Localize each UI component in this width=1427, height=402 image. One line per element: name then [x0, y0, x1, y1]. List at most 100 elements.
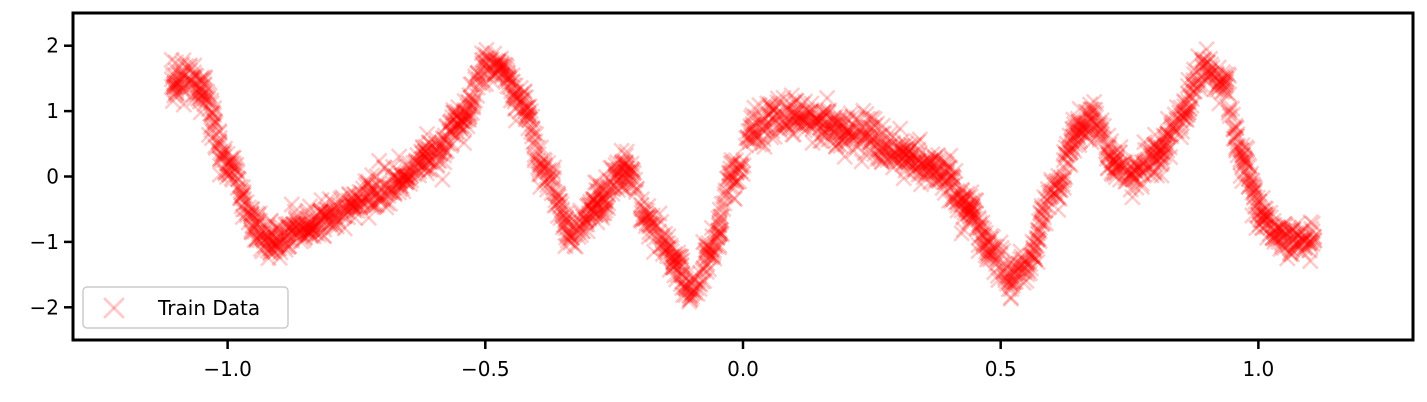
data-point — [442, 113, 460, 131]
data-point — [651, 205, 668, 222]
data-point — [489, 56, 506, 74]
data-point — [912, 162, 929, 180]
data-point — [672, 248, 690, 265]
data-point — [698, 256, 716, 274]
data-point — [1296, 231, 1314, 249]
data-point — [1045, 176, 1063, 194]
data-point — [234, 178, 252, 196]
data-point — [900, 153, 918, 171]
data-point — [165, 66, 183, 83]
data-point — [514, 94, 532, 112]
data-point — [608, 165, 626, 183]
data-point — [1070, 136, 1088, 154]
data-point — [689, 285, 706, 303]
data-point — [1216, 65, 1234, 83]
data-point — [1225, 130, 1243, 148]
data-point — [269, 218, 286, 236]
data-point — [1069, 118, 1087, 136]
data-point — [763, 103, 781, 120]
data-point — [1109, 158, 1127, 176]
data-point — [1107, 153, 1125, 171]
data-point — [793, 109, 811, 127]
data-point — [1083, 111, 1101, 129]
data-point — [712, 211, 730, 229]
data-point — [1295, 231, 1313, 249]
data-point — [1040, 198, 1058, 216]
data-point — [1006, 268, 1024, 286]
data-point — [495, 64, 513, 81]
data-point — [809, 111, 827, 129]
data-point — [579, 222, 597, 240]
data-point — [732, 158, 750, 176]
data-point — [189, 76, 207, 94]
data-point — [1088, 116, 1106, 134]
data-point — [742, 109, 760, 127]
data-point — [380, 184, 398, 202]
data-point — [585, 191, 602, 208]
data-point — [303, 216, 321, 233]
data-point — [489, 53, 507, 70]
data-point — [595, 177, 612, 195]
data-point — [1281, 244, 1299, 262]
data-point — [904, 146, 922, 164]
data-point — [520, 106, 537, 124]
data-point — [795, 117, 813, 135]
data-point — [210, 133, 228, 151]
data-point — [425, 142, 443, 160]
data-point — [593, 183, 611, 201]
data-point — [172, 70, 190, 88]
data-point — [1015, 263, 1033, 281]
data-point — [871, 149, 889, 167]
data-point — [242, 221, 260, 239]
data-point — [960, 198, 978, 216]
data-point — [853, 152, 871, 170]
data-point — [410, 153, 428, 171]
data-point — [815, 103, 833, 121]
data-point — [1112, 159, 1130, 177]
data-point — [925, 162, 943, 180]
data-point — [505, 86, 523, 103]
data-point — [1083, 120, 1100, 138]
data-point — [317, 208, 335, 226]
data-point — [216, 163, 234, 181]
data-point — [1242, 165, 1260, 183]
data-point — [496, 56, 514, 74]
data-point — [1050, 180, 1068, 198]
data-point — [1062, 156, 1080, 174]
data-point — [1131, 160, 1149, 178]
data-point — [1250, 193, 1268, 210]
data-point — [499, 71, 517, 89]
data-point — [210, 122, 228, 140]
data-point — [250, 221, 268, 239]
data-point — [482, 51, 499, 69]
data-point — [474, 76, 492, 94]
data-point — [787, 92, 805, 110]
data-point — [1264, 229, 1281, 247]
data-point — [1173, 123, 1191, 140]
data-point — [696, 246, 714, 264]
data-point — [1077, 128, 1095, 146]
data-point — [1078, 123, 1096, 140]
data-point — [1058, 153, 1076, 171]
data-point — [669, 254, 687, 272]
data-point — [713, 195, 731, 213]
data-point — [1029, 253, 1046, 271]
data-point — [211, 144, 229, 161]
data-point — [716, 185, 734, 203]
data-point — [691, 276, 709, 294]
data-point — [1232, 141, 1250, 158]
data-point — [756, 118, 774, 136]
data-point — [1181, 88, 1199, 106]
data-point — [1251, 211, 1269, 229]
data-point — [784, 110, 802, 128]
data-point — [540, 169, 557, 187]
data-point — [1003, 280, 1020, 298]
data-point — [982, 241, 1000, 259]
data-point — [398, 168, 416, 186]
data-point — [1305, 228, 1323, 246]
data-point — [1089, 116, 1107, 134]
data-point — [192, 82, 210, 100]
data-point — [580, 197, 598, 215]
data-point — [718, 186, 736, 204]
data-point — [211, 134, 228, 152]
